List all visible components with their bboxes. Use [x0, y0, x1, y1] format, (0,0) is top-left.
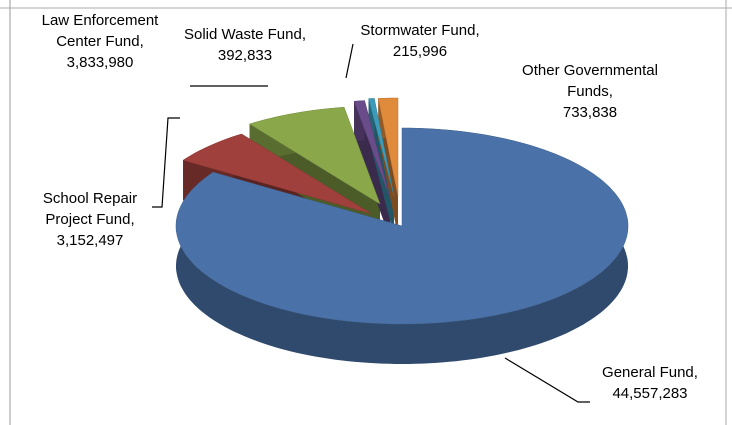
- label-separator: ,: [130, 211, 135, 228]
- slice: [175, 127, 629, 325]
- leader-line: [504, 357, 590, 403]
- label-value: 3,833,980: [66, 54, 134, 71]
- leader-line: [152, 117, 180, 208]
- slice-tops: [175, 97, 629, 325]
- slice: [182, 133, 373, 215]
- label-value: 733,838: [562, 104, 618, 121]
- label-value: 3,152,497: [56, 232, 124, 249]
- label-value: 215,996: [392, 43, 448, 60]
- slice: [368, 98, 395, 197]
- label-name: General Fund: [602, 364, 694, 381]
- label-value: 44,557,283: [612, 385, 688, 402]
- label-separator: ,: [139, 33, 144, 50]
- data-label: Stormwater Fund, 215,996: [355, 20, 485, 62]
- slice: [353, 100, 391, 199]
- label-name: School Repair Project Fund: [42, 190, 138, 228]
- label-name: Solid Waste Fund: [183, 26, 302, 43]
- data-label: General Fund, 44,557,283: [580, 362, 720, 404]
- slice: [377, 97, 399, 197]
- data-label: Law Enforcement Center Fund, 3,833,980: [40, 10, 160, 73]
- data-label: School Repair Project Fund, 3,152,497: [25, 188, 155, 251]
- data-label: Other Governmental Funds, 733,838: [520, 60, 660, 123]
- label-name: Stormwater Fund: [360, 22, 476, 39]
- slice: [248, 106, 381, 205]
- label-value: 392,833: [217, 47, 273, 64]
- label-separator: ,: [475, 22, 480, 39]
- leader-line: [345, 43, 354, 79]
- label-name: Law Enforcement Center Fund: [41, 12, 159, 50]
- label-separator: ,: [693, 364, 698, 381]
- leaders: [152, 43, 590, 403]
- label-name: Other Governmental Funds: [522, 62, 658, 100]
- data-label: Solid Waste Fund, 392,833: [180, 24, 310, 66]
- label-separator: ,: [608, 83, 613, 100]
- label-separator: ,: [301, 26, 306, 43]
- slices: [175, 97, 629, 364]
